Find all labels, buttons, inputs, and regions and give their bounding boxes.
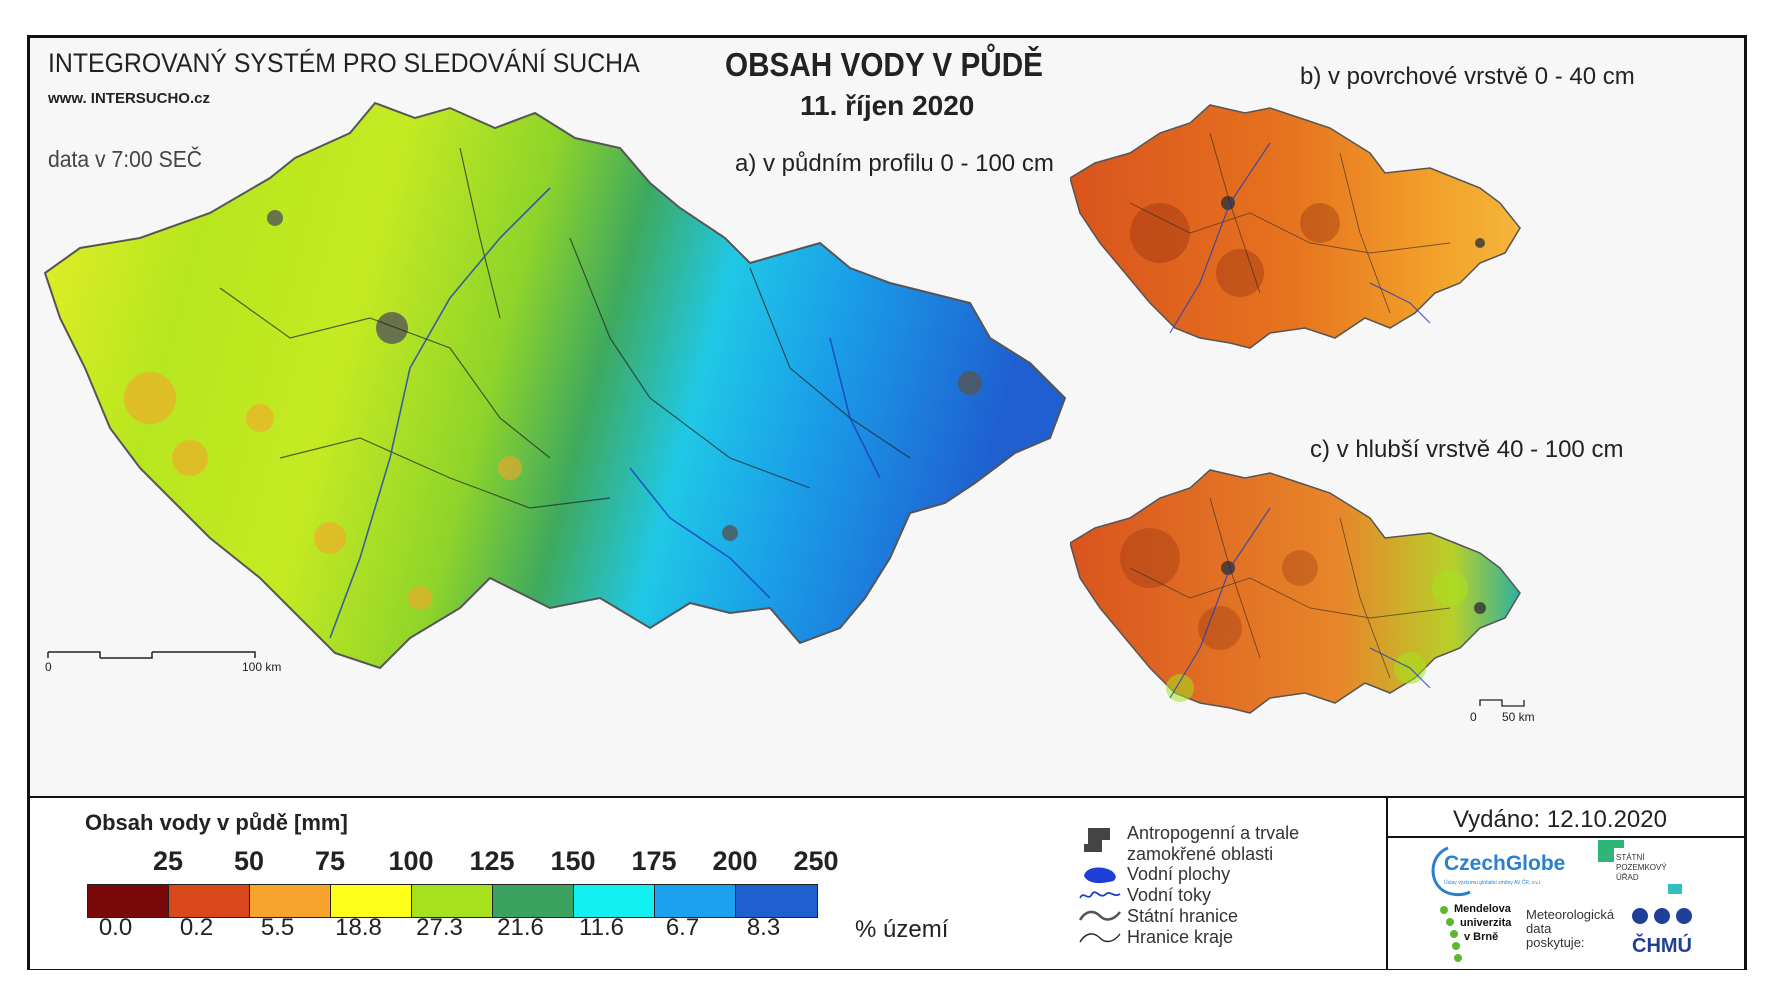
- issued-box: Vydáno: 12.10.2020: [1386, 798, 1744, 838]
- main-title: OBSAH VODY V PŮDĚ: [725, 46, 1043, 83]
- legend-class-percent: 27.3: [416, 914, 463, 941]
- map-a-label: a) v půdním profilu 0 - 100 cm: [735, 150, 1054, 177]
- map-b-label: b) v povrchové vrstvě 0 - 40 cm: [1300, 63, 1635, 90]
- scale-small-zero: 0: [1470, 710, 1477, 724]
- legend-threshold: 150: [550, 846, 596, 876]
- legend-threshold: 50: [233, 846, 265, 876]
- czech-republic-shape-a: [43, 101, 1067, 670]
- mendel-logo: Mendelova univerzita v Brně: [1440, 903, 1512, 962]
- map-c-label: c) v hlubší vrstvě 40 - 100 cm: [1310, 436, 1624, 463]
- issued-date: Vydáno: 12.10.2020: [1453, 806, 1667, 833]
- meteo-line3: poskytuje:: [1526, 935, 1585, 950]
- region-border-icon: [1079, 933, 1121, 943]
- spu-line2: POZEMKOVÝ: [1616, 863, 1667, 872]
- legend-class-swatch: [574, 885, 655, 917]
- website-link[interactable]: www. INTERSUCHO.cz: [48, 90, 210, 107]
- map-a-anthropogenic: [267, 210, 982, 541]
- legend-class-swatch: [88, 885, 169, 917]
- map-b-surface-0-40: [1070, 104, 1521, 349]
- legend-class-swatch: [655, 885, 736, 917]
- legend-threshold: 125: [469, 846, 515, 876]
- map-date: 11. říjen 2020: [800, 90, 975, 121]
- legend-class-percent: 5.5: [260, 914, 295, 941]
- czechglobe-sub: Ústav výzkumu globální změny AV ČR, v.v.…: [1444, 879, 1541, 886]
- meteo-line1: Meteorologická: [1526, 907, 1615, 922]
- anthropogenic-label: Antropogenní a trvale zamokřené oblasti: [1127, 823, 1300, 864]
- map-a-rivers: [329, 187, 881, 639]
- water-areas-label: Vodní plochy: [1127, 864, 1231, 884]
- legend-threshold: 250: [793, 846, 839, 876]
- data-time: data v 7:00 SEČ: [48, 146, 203, 172]
- website-text: www. INTERSUCHO.cz: [48, 90, 210, 107]
- legend-threshold: 100: [388, 846, 434, 876]
- map-area: INTEGROVANÝ SYSTÉM PRO SLEDOVÁNÍ SUCHA w…: [30, 38, 1744, 796]
- czechglobe-text: CzechGlobe: [1444, 852, 1565, 875]
- mendel-line2: univerzita: [1460, 917, 1512, 929]
- anthropogenic-icon: [1084, 828, 1110, 852]
- legend-class-percent: 0.2: [179, 914, 214, 941]
- legend-class-percent: 0.0: [98, 914, 133, 941]
- meteo-line2: data: [1526, 921, 1552, 936]
- mendel-line1: Mendelova: [1454, 903, 1512, 915]
- legend-class-percent: 18.8: [335, 914, 382, 941]
- legend-class-swatch: [412, 885, 493, 917]
- legend-class-swatch: [331, 885, 412, 917]
- state-border-icon: [1078, 910, 1122, 921]
- legend-class-swatch: [736, 885, 817, 917]
- legend-panel: Obsah vody v půdě [mm] 25 50 75 100 125 150 17…: [30, 796, 1744, 969]
- percent-label: % území: [855, 916, 949, 943]
- scale-main-zero: 0: [45, 660, 52, 674]
- legend-threshold: 75: [314, 846, 346, 876]
- scale-main-end: 100 km: [242, 660, 282, 674]
- scale-small-end: 50 km: [1502, 710, 1535, 724]
- water-stream-icon: [1079, 891, 1121, 899]
- mendel-line3: v Brně: [1464, 931, 1498, 943]
- map-a-profile-0-100: [43, 101, 1067, 670]
- chmu-text: ČHMÚ: [1632, 933, 1692, 957]
- water-area-icon: [1084, 867, 1116, 884]
- logos-panel: CzechGlobe Ústav výzkumu globální změny …: [1386, 838, 1744, 969]
- system-title: INTEGROVANÝ SYSTÉM PRO SLEDOVÁNÍ SUCHA: [48, 48, 640, 78]
- region-border-label: Hranice kraje: [1127, 927, 1234, 947]
- legend-threshold: 175: [631, 846, 677, 876]
- chmu-logo: ČHMÚ: [1632, 908, 1692, 957]
- legend-class-percent: 8.3: [746, 914, 781, 941]
- legend-color-bar: [87, 884, 818, 918]
- meteo-text: Meteorologická data poskytuje:: [1526, 908, 1614, 950]
- scale-bar-main: [47, 651, 256, 659]
- spu-line1: STÁTNÍ: [1616, 853, 1645, 862]
- map-c-deep-40-100: [1070, 469, 1525, 714]
- legend-class-swatch: [493, 885, 574, 917]
- legend-class-swatch: [169, 885, 250, 917]
- legend-threshold: 25: [152, 846, 184, 876]
- legend-class-percent: 11.6: [579, 914, 624, 941]
- czechglobe-logo: CzechGlobe Ústav výzkumu globální změny …: [1431, 846, 1565, 897]
- spu-line3: ÚŘAD: [1616, 873, 1639, 882]
- legend-title: Obsah vody v půdě [mm]: [85, 810, 348, 835]
- legend-class-swatch: [250, 885, 331, 917]
- map-a-overlay-dots: [124, 372, 522, 610]
- spu-logo: STÁTNÍ POZEMKOVÝ ÚŘAD: [1598, 840, 1682, 894]
- legend-threshold: 200: [712, 846, 758, 876]
- scale-bar-small: [1479, 699, 1525, 707]
- map-a-borders: [219, 147, 911, 509]
- water-streams-label: Vodní toky: [1127, 885, 1212, 905]
- state-border-label: Státní hranice: [1127, 906, 1239, 926]
- legend-class-percent: 6.7: [665, 914, 700, 941]
- map-frame: INTEGROVANÝ SYSTÉM PRO SLEDOVÁNÍ SUCHA w…: [27, 35, 1747, 970]
- legend-class-percent: 21.6: [497, 914, 544, 941]
